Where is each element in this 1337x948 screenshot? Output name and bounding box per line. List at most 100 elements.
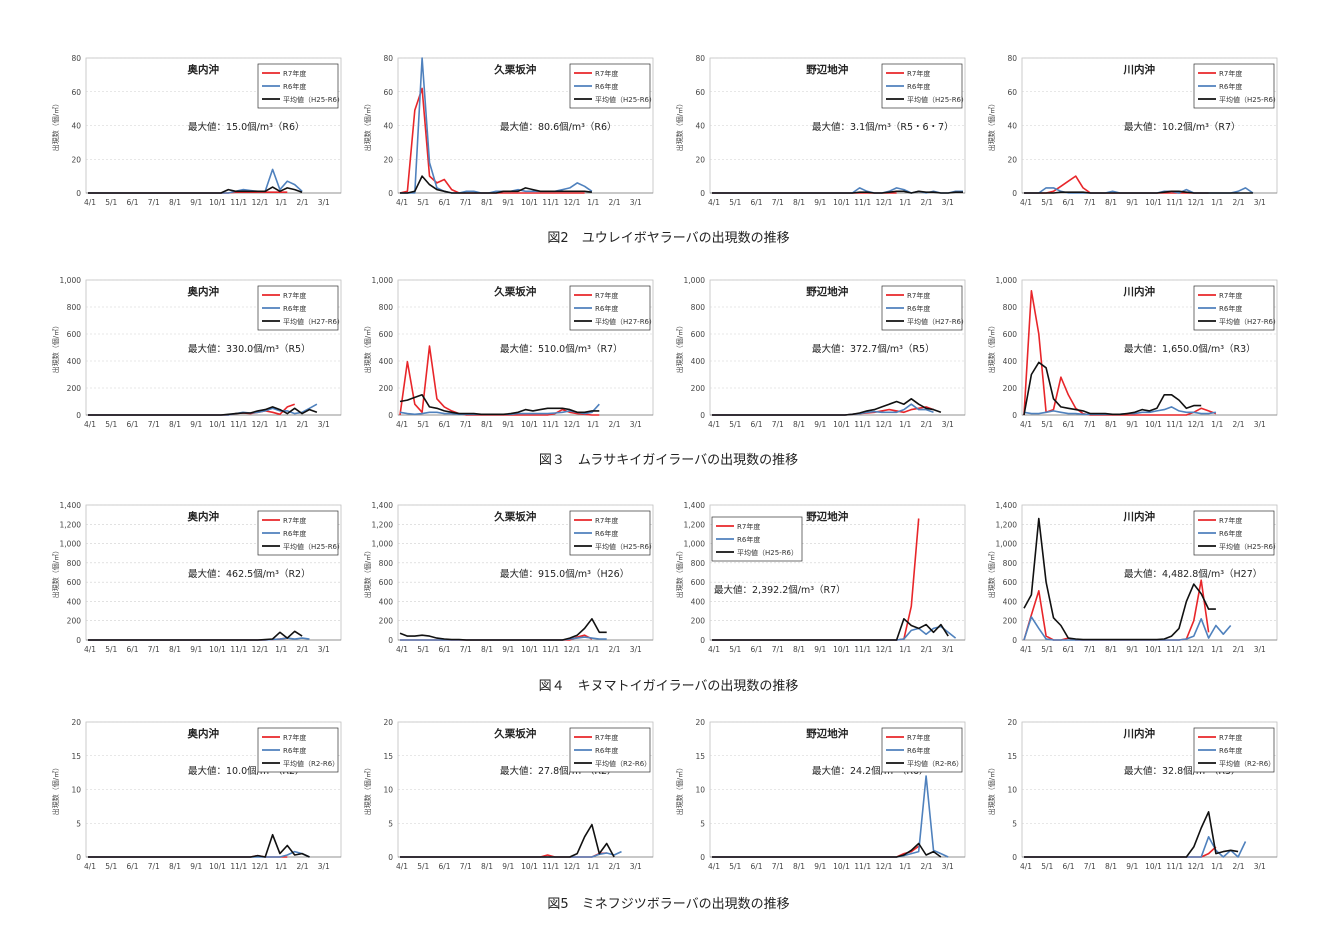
- x-tick-label: 1/1: [1211, 420, 1223, 429]
- legend-entry: R7年度: [595, 516, 618, 525]
- x-tick-label: 2/1: [608, 198, 620, 207]
- x-tick-label: 6/1: [126, 862, 138, 871]
- x-tick-label: 5/1: [729, 198, 741, 207]
- y-tick-label: 80: [695, 54, 705, 63]
- chart-title: 久栗坂沖: [493, 285, 536, 298]
- legend-entry: R6年度: [907, 746, 930, 755]
- y-tick-label: 400: [379, 597, 394, 606]
- x-tick-label: 11/1: [854, 420, 871, 429]
- x-tick-label: 6/1: [126, 645, 138, 654]
- x-tick-label: 10/1: [1145, 198, 1162, 207]
- legend-entry: 平均値（H27-R6）: [283, 317, 344, 326]
- chart-title: 野辺地沖: [806, 63, 848, 76]
- x-tick-label: 2/1: [920, 420, 932, 429]
- legend-entry: R6年度: [737, 535, 760, 544]
- y-tick-label: 0: [1012, 636, 1017, 645]
- x-tick-label: 8/1: [1105, 862, 1117, 871]
- y-tick-label: 1,000: [60, 540, 82, 549]
- series-line-R6年度: [400, 850, 622, 858]
- y-axis-label: 出現数（個/㎥）: [987, 764, 996, 815]
- legend-entry: 平均値（H25-R6）: [283, 95, 344, 104]
- x-tick-label: 1/1: [899, 198, 911, 207]
- x-tick-label: 11/1: [854, 198, 871, 207]
- legend-entry: R7年度: [595, 291, 618, 300]
- x-tick-label: 1/1: [275, 198, 287, 207]
- y-axis-label: 出現数（個/㎥）: [363, 322, 372, 373]
- figure-caption-1: 図2 ユウレイボヤラーバの出現数の推移: [547, 231, 790, 246]
- y-tick-label: 800: [67, 303, 82, 312]
- x-tick-label: 2/1: [296, 645, 308, 654]
- x-tick-label: 7/1: [460, 862, 472, 871]
- y-tick-label: 1,400: [684, 501, 706, 510]
- legend-entry: 平均値（H25-R6）: [1219, 95, 1280, 104]
- x-tick-label: 3/1: [318, 862, 330, 871]
- y-tick-label: 1,200: [60, 520, 82, 529]
- chart-fig4-久栗坂沖: 0 200 400 600 800 1,000 1,200 1,400 4/1 5/1 6/1 7/1…: [363, 501, 656, 654]
- x-tick-label: 5/1: [105, 645, 117, 654]
- chart-fig3-野辺地沖: 0 200 400 600 800 1,000 4/1 5/1 6/1 7/1 8/1 9/1 10/1…: [675, 276, 968, 429]
- chart-fig2-久栗坂沖: 0 20 40 60 80 4/1 5/1 6/1 7/1 8/1 9/1 10/1 11/1 12/1 1…: [363, 54, 656, 207]
- x-tick-label: 2/1: [1232, 420, 1244, 429]
- x-tick-label: 11/1: [230, 645, 247, 654]
- x-tick-label: 8/1: [169, 198, 181, 207]
- legend-entry: R7年度: [737, 522, 760, 531]
- x-tick-label: 9/1: [1126, 198, 1138, 207]
- x-tick-label: 5/1: [729, 862, 741, 871]
- x-tick-label: 6/1: [1062, 198, 1074, 207]
- x-tick-label: 4/1: [396, 862, 408, 871]
- y-tick-label: 400: [691, 357, 706, 366]
- legend-entry: R6年度: [595, 746, 618, 755]
- x-tick-label: 11/1: [230, 420, 247, 429]
- y-tick-label: 15: [695, 752, 705, 761]
- x-tick-label: 1/1: [587, 645, 599, 654]
- max-value-label: 最大値：3.1個/m³（R5・6・7）: [812, 121, 954, 133]
- y-tick-label: 1,400: [996, 501, 1018, 510]
- legend-entry: R7年度: [907, 733, 930, 742]
- x-tick-label: 1/1: [275, 645, 287, 654]
- x-tick-label: 1/1: [899, 862, 911, 871]
- y-tick-label: 200: [691, 617, 706, 626]
- legend-entry: R6年度: [595, 82, 618, 91]
- x-tick-label: 7/1: [1084, 420, 1096, 429]
- x-tick-label: 11/1: [542, 862, 559, 871]
- legend-entry: R6年度: [283, 746, 306, 755]
- series-line-平均値（H25-R6）: [1024, 190, 1253, 194]
- legend-entry: R7年度: [595, 733, 618, 742]
- x-tick-label: 1/1: [1211, 198, 1223, 207]
- chart-fig5-久栗坂沖: 0 5 10 15 20 4/1 5/1 6/1 7/1 8/1 9/1 10/1 11/1 12/1 1/…: [363, 718, 654, 871]
- y-tick-label: 1,000: [372, 540, 394, 549]
- chart-title: 川内沖: [1123, 510, 1156, 523]
- x-tick-label: 1/1: [275, 862, 287, 871]
- legend-entry: R7年度: [1219, 733, 1242, 742]
- x-tick-label: 8/1: [793, 862, 805, 871]
- x-tick-label: 8/1: [169, 862, 181, 871]
- x-tick-label: 12/1: [876, 862, 893, 871]
- x-tick-label: 12/1: [564, 862, 581, 871]
- max-value-label: 最大値：10.2個/m³（R7）: [1124, 121, 1241, 133]
- legend-entry: 平均値（R2-R6）: [1219, 759, 1275, 768]
- series-line-平均値（H27-R6）: [1023, 361, 1202, 416]
- x-tick-label: 9/1: [190, 420, 202, 429]
- series-line-平均値（H25-R6）: [399, 617, 607, 641]
- legend-entry: R6年度: [595, 304, 618, 313]
- x-tick-label: 2/1: [296, 862, 308, 871]
- y-tick-label: 200: [1003, 384, 1018, 393]
- y-tick-label: 40: [1007, 122, 1017, 131]
- series-line-R6年度: [88, 403, 318, 416]
- chart-title: 奥内沖: [188, 63, 220, 76]
- x-tick-label: 7/1: [460, 198, 472, 207]
- max-value-label: 最大値：2,392.2個/m³（R7）: [714, 584, 846, 596]
- x-tick-label: 3/1: [1254, 198, 1266, 207]
- x-tick-label: 1/1: [587, 862, 599, 871]
- y-tick-label: 40: [695, 122, 705, 131]
- y-tick-label: 600: [379, 330, 394, 339]
- x-tick-label: 12/1: [1188, 645, 1205, 654]
- y-tick-label: 60: [695, 88, 705, 97]
- series-line-平均値（H27-R6）: [399, 393, 600, 416]
- y-tick-label: 800: [1003, 559, 1018, 568]
- y-tick-label: 400: [379, 357, 394, 366]
- x-tick-label: 6/1: [1062, 645, 1074, 654]
- x-tick-label: 11/1: [1166, 420, 1183, 429]
- y-tick-label: 0: [76, 636, 81, 645]
